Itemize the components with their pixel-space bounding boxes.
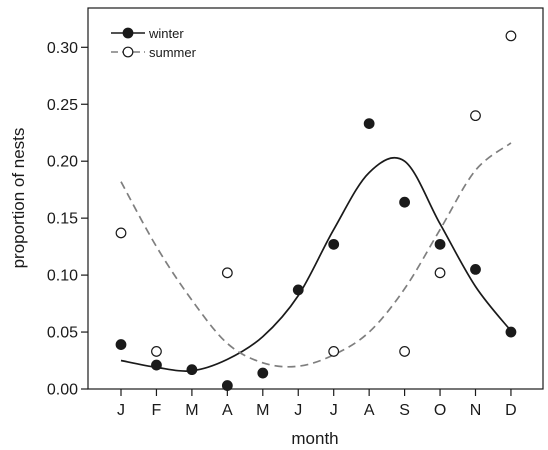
winter-point: [186, 364, 198, 376]
fit-curves: [120, 142, 512, 372]
x-tick-label: N: [470, 402, 482, 419]
x-tick-label: J: [117, 402, 125, 419]
y-tick-label: 0.30: [47, 40, 78, 57]
winter-point: [257, 367, 269, 379]
summer-point: [151, 346, 162, 357]
x-tick-label: J: [330, 402, 338, 419]
summer-point: [328, 346, 340, 357]
x-tick-label: A: [222, 402, 233, 419]
winter-point: [115, 339, 127, 350]
winter-point: [151, 359, 162, 371]
legend-winter-label: winter: [148, 26, 184, 41]
x-tick-label: S: [399, 402, 410, 419]
fit-curve-summer: [120, 142, 512, 368]
summer-point: [221, 267, 233, 279]
x-tick-label: M: [256, 402, 269, 419]
winter-point: [470, 264, 481, 275]
x-tick-label: M: [185, 402, 198, 419]
summer-point: [115, 227, 127, 239]
winter-point: [363, 118, 375, 130]
winter-point: [221, 380, 233, 391]
x-axis-label: month: [291, 429, 338, 448]
summer-point: [399, 346, 411, 357]
y-tick-label: 0.05: [47, 325, 78, 342]
x-tick-label: D: [505, 402, 517, 419]
winter-point: [292, 284, 304, 296]
legend-summer-marker: [122, 46, 134, 58]
x-tick-label: F: [152, 402, 162, 419]
summer-point: [470, 110, 481, 122]
y-tick-label: 0.20: [47, 154, 78, 171]
data-points: [115, 30, 517, 391]
x-tick-label: O: [434, 402, 446, 419]
y-tick-label: 0.00: [47, 382, 78, 399]
y-axis-label: proportion of nests: [9, 128, 28, 269]
winter-point: [399, 196, 411, 208]
summer-point: [505, 30, 517, 42]
fit-curve-winter: [120, 156, 512, 372]
x-tick-label: A: [364, 402, 375, 419]
winter-point: [434, 238, 446, 250]
x-tick-label: J: [294, 402, 302, 419]
legend-summer-label: summer: [149, 45, 197, 60]
legend-winter-marker: [122, 27, 134, 39]
y-tick-label: 0.15: [47, 211, 78, 228]
plot-area: [87, 7, 544, 390]
y-tick-label: 0.25: [47, 97, 78, 114]
y-axis: 0.00 0.05 0.10 0.15 0.20 0.25 0.30: [47, 40, 88, 399]
y-tick-label: 0.10: [47, 268, 78, 285]
winter-point: [505, 326, 517, 338]
legend: winter summer: [111, 26, 197, 60]
summer-point: [434, 267, 446, 279]
winter-point: [328, 238, 340, 250]
